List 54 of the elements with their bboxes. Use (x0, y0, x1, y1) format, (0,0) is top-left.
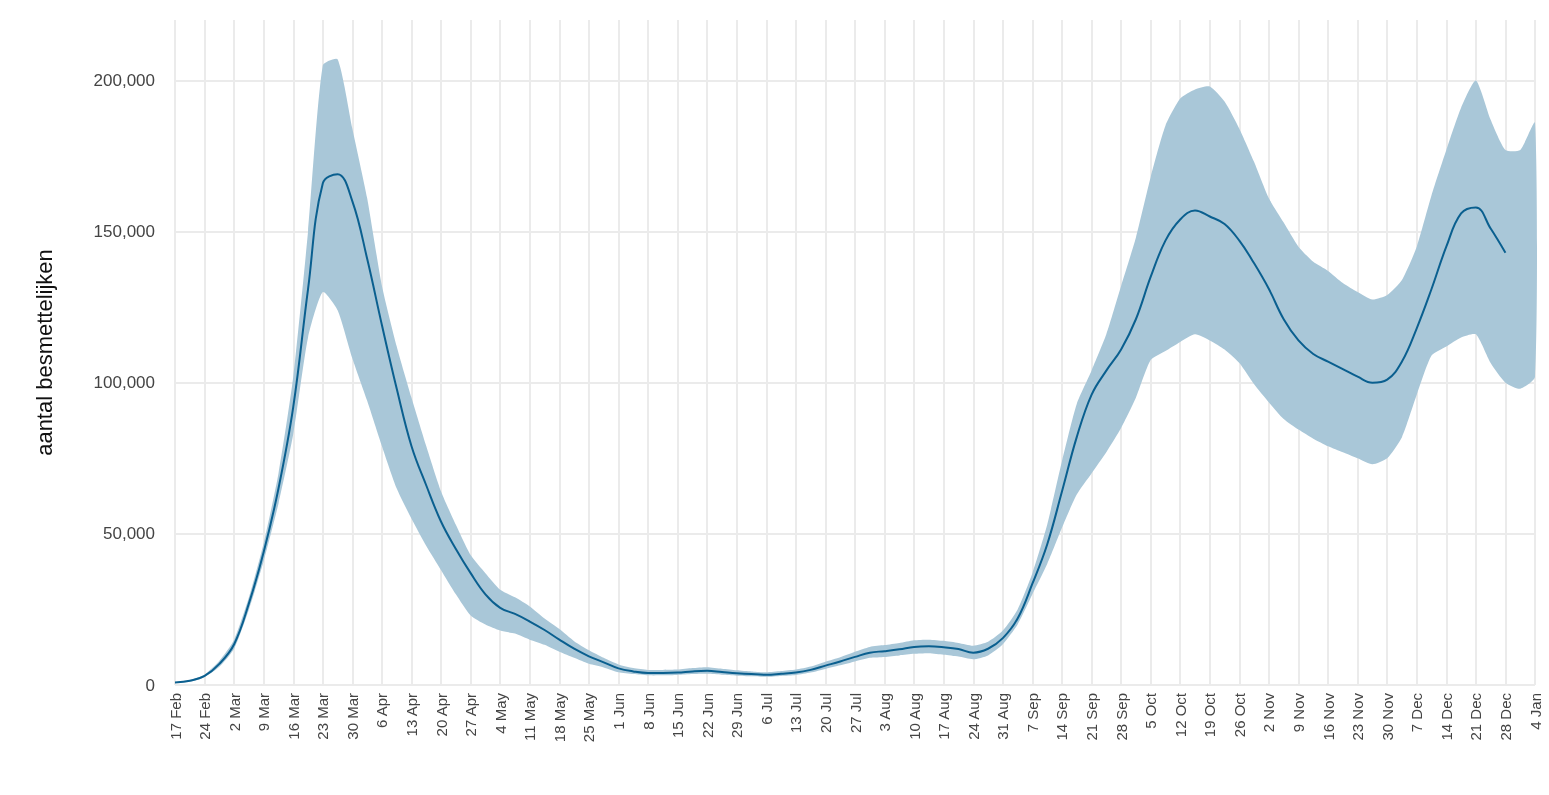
x-tick-label: 1 Jun (609, 693, 627, 730)
x-tick-label: 15 Jun (669, 693, 687, 739)
x-tick-label: 16 Nov (1319, 692, 1337, 741)
x-tick-label: 29 Jun (728, 693, 746, 739)
x-tick-label: 30 Mar (343, 693, 361, 740)
x-tick-label: 7 Sep (1023, 693, 1041, 733)
line-series (174, 173, 1507, 684)
x-tick-label: 11 May (521, 692, 539, 742)
x-tick-label: 13 Apr (403, 693, 421, 737)
y-tick-label: 200,000 (93, 70, 155, 90)
x-tick-label: 4 Jan (1526, 693, 1544, 730)
y-tick-label: 150,000 (93, 222, 155, 242)
x-tick-label: 12 Oct (1171, 692, 1189, 738)
x-tick-label: 22 Jun (698, 693, 716, 739)
x-tick-label: 6 Apr (373, 693, 391, 729)
x-tick-label: 27 Jul (846, 693, 864, 734)
x-tick-label: 23 Mar (314, 693, 332, 740)
x-tick-label: 25 May (580, 692, 598, 743)
x-tick-label: 27 Apr (462, 693, 480, 737)
x-tick-label: 17 Feb (166, 693, 184, 740)
x-tick-label: 4 May (491, 692, 509, 734)
x-tick-label: 19 Oct (1201, 692, 1219, 738)
x-tick-label: 18 May (550, 692, 568, 743)
x-tick-label: 9 Mar (255, 693, 273, 732)
x-tick-label: 8 Jun (639, 693, 657, 730)
x-tick-label: 17 Aug (935, 693, 953, 740)
x-tick-label: 31 Aug (994, 693, 1012, 740)
x-tick-label: 2 Nov (1260, 692, 1278, 733)
x-tick-label: 28 Dec (1496, 692, 1514, 741)
x-tick-label: 10 Aug (905, 693, 923, 740)
x-tick-label: 20 Jul (816, 693, 834, 734)
x-tick-label: 9 Nov (1289, 692, 1307, 733)
x-tick-label: 3 Aug (876, 693, 894, 732)
y-axis-title: aantal besmettelijken (31, 249, 57, 456)
y-tick-label: 0 (145, 675, 155, 695)
x-tick-label: 23 Nov (1349, 692, 1367, 741)
x-tick-label: 5 Oct (1142, 692, 1160, 729)
x-tick-label: 14 Dec (1437, 692, 1455, 741)
x-tick-label: 21 Dec (1467, 692, 1485, 741)
x-tick-label: 7 Dec (1408, 692, 1426, 733)
x-tick-label: 24 Feb (196, 693, 214, 740)
x-tick-label: 2 Mar (225, 693, 243, 732)
x-tick-label: 26 Oct (1230, 692, 1248, 738)
x-tick-label: 13 Jul (787, 693, 805, 734)
x-tick-label: 30 Nov (1378, 692, 1396, 741)
x-tick-label: 24 Aug (964, 693, 982, 740)
x-tick-label: 14 Sep (1053, 693, 1071, 741)
y-tick-label: 100,000 (93, 373, 155, 393)
x-tick-label: 20 Apr (432, 693, 450, 737)
x-tick-label: 21 Sep (1083, 693, 1101, 741)
x-tick-label: 16 Mar (284, 693, 302, 740)
x-tick-label: 6 Jul (757, 693, 775, 725)
x-tick-label: 28 Sep (1112, 693, 1130, 741)
y-tick-label: 50,000 (103, 524, 155, 544)
